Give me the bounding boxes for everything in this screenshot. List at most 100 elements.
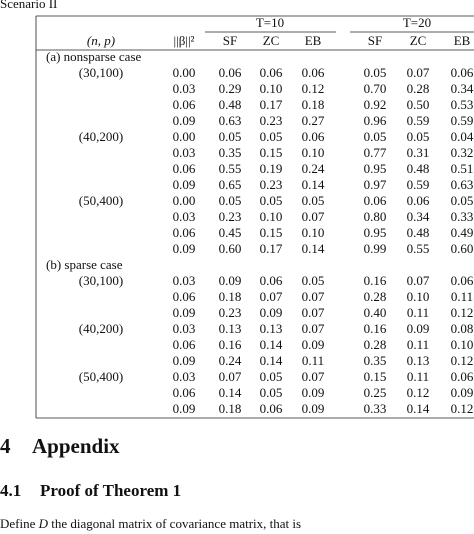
cell: 0.92 <box>364 97 387 112</box>
cell: 0.65 <box>219 177 242 192</box>
cell: 0.07 <box>302 321 325 336</box>
beta-header: ||β||² <box>174 33 195 48</box>
cell: 0.40 <box>364 305 387 320</box>
cell: 0.15 <box>260 145 283 160</box>
cell: 0.06 <box>451 273 474 288</box>
beta-cell: 0.03 <box>173 81 196 96</box>
cell: 0.63 <box>451 177 474 192</box>
cell: 0.05 <box>260 193 283 208</box>
cell: 0.55 <box>407 241 430 256</box>
cell: 0.05 <box>219 193 242 208</box>
column-header: ZC <box>410 33 427 48</box>
paragraph: Define D the diagonal matrix of covarian… <box>0 516 301 531</box>
section-heading: Appendix <box>32 434 120 458</box>
cell: 0.06 <box>302 65 325 80</box>
cell: 0.24 <box>302 161 325 176</box>
cell: 0.09 <box>302 401 325 416</box>
cell: 0.29 <box>219 81 242 96</box>
block-label: (50,400) <box>79 193 123 208</box>
beta-cell: 0.03 <box>173 145 196 160</box>
cell: 0.28 <box>364 337 387 352</box>
cell: 0.18 <box>302 97 325 112</box>
cell: 0.17 <box>260 97 283 112</box>
subsection-number: 4.1 <box>0 481 21 500</box>
cell: 0.13 <box>407 353 430 368</box>
cell: 0.06 <box>407 193 430 208</box>
cell: 0.14 <box>219 385 242 400</box>
cell: 0.32 <box>451 145 474 160</box>
cell: 0.07 <box>302 289 325 304</box>
beta-cell: 0.06 <box>173 225 196 240</box>
cell: 0.14 <box>407 401 430 416</box>
cell: 0.14 <box>260 353 283 368</box>
np-header: (n, p) <box>87 33 115 48</box>
cell: 0.09 <box>302 385 325 400</box>
cell: 0.08 <box>451 321 474 336</box>
cell: 0.45 <box>219 225 242 240</box>
cell: 0.07 <box>407 65 430 80</box>
cell: 0.33 <box>451 209 474 224</box>
cell: 0.10 <box>407 289 430 304</box>
beta-cell: 0.03 <box>173 369 196 384</box>
cell: 0.09 <box>260 305 283 320</box>
cell: 0.05 <box>260 385 283 400</box>
cell: 0.12 <box>451 353 474 368</box>
cell: 0.06 <box>260 273 283 288</box>
beta-cell: 0.06 <box>173 337 196 352</box>
cell: 0.11 <box>451 289 473 304</box>
cell: 0.05 <box>364 129 387 144</box>
cell: 0.15 <box>260 225 283 240</box>
cell: 0.28 <box>407 81 430 96</box>
cell: 0.80 <box>364 209 387 224</box>
cell: 0.13 <box>219 321 242 336</box>
cell: 0.09 <box>219 273 242 288</box>
group-header: T=10 <box>256 15 284 30</box>
cell: 0.59 <box>407 177 430 192</box>
section-label: (a) nonsparse case <box>46 49 142 64</box>
cell: 0.34 <box>451 81 474 96</box>
column-header: EB <box>305 33 322 48</box>
cell: 0.07 <box>219 369 242 384</box>
cell: 0.48 <box>219 97 242 112</box>
cell: 0.70 <box>364 81 387 96</box>
cell: 0.35 <box>219 145 242 160</box>
cell: 0.11 <box>407 337 429 352</box>
cell: 0.48 <box>407 161 430 176</box>
cell: 0.10 <box>451 337 474 352</box>
caption: Scenario II <box>0 0 57 11</box>
cell: 0.06 <box>219 65 242 80</box>
cell: 0.15 <box>364 369 387 384</box>
beta-cell: 0.06 <box>173 161 196 176</box>
beta-cell: 0.09 <box>173 401 196 416</box>
cell: 0.16 <box>219 337 242 352</box>
section-label: (b) sparse case <box>46 257 123 272</box>
cell: 0.59 <box>407 113 430 128</box>
beta-cell: 0.03 <box>173 321 196 336</box>
beta-cell: 0.09 <box>173 113 196 128</box>
column-header: ZC <box>263 33 280 48</box>
cell: 0.16 <box>364 273 387 288</box>
cell: 0.60 <box>219 241 242 256</box>
cell: 0.95 <box>364 161 387 176</box>
cell: 0.48 <box>407 225 430 240</box>
cell: 0.34 <box>407 209 430 224</box>
cell: 0.07 <box>407 273 430 288</box>
cell: 0.59 <box>451 113 474 128</box>
cell: 0.18 <box>219 401 242 416</box>
cell: 0.27 <box>302 113 325 128</box>
cell: 0.07 <box>302 209 325 224</box>
cell: 0.07 <box>260 289 283 304</box>
block-label: (50,400) <box>79 369 123 384</box>
cell: 0.99 <box>364 241 387 256</box>
cell: 0.12 <box>451 305 474 320</box>
beta-cell: 0.09 <box>173 241 196 256</box>
block-label: (40,200) <box>79 321 123 336</box>
text: the diagonal matrix of covariance matrix… <box>48 516 301 531</box>
cell: 0.10 <box>302 225 325 240</box>
cell: 0.63 <box>219 113 242 128</box>
cell: 0.31 <box>407 145 430 160</box>
cell: 0.05 <box>407 129 430 144</box>
text: Define <box>0 516 39 531</box>
cell: 0.23 <box>219 209 242 224</box>
